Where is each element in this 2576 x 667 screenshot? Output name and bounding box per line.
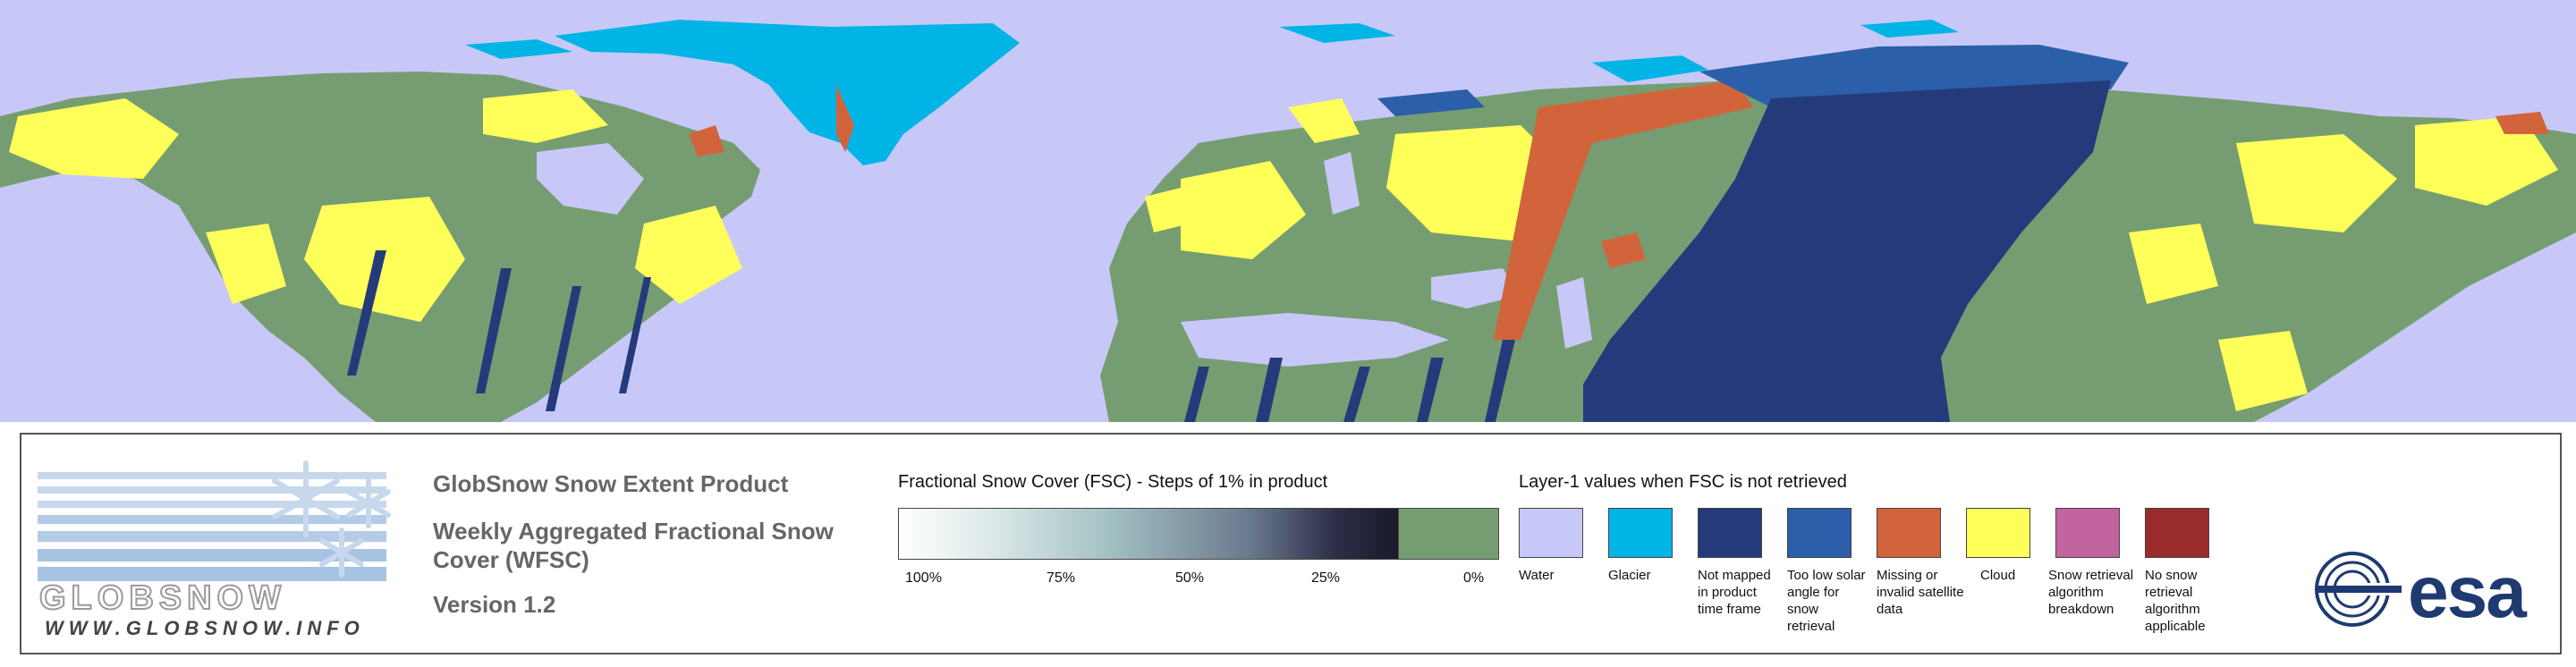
na-cloud-3 [483, 89, 608, 143]
na-stripe-4 [619, 277, 651, 393]
black-sea [1431, 268, 1521, 308]
fsc-tick-25: 25% [1311, 570, 1341, 586]
fsc-tick-75: 75% [1046, 570, 1076, 586]
product-version: Version 1.2 [433, 591, 556, 618]
esa-logo-text: esa [2408, 552, 2527, 633]
fsc-tick-100: 100% [905, 570, 942, 586]
east-asia-cloud-3 [2129, 224, 2218, 304]
na-stripe-2 [476, 268, 512, 393]
eu-cloud-3 [1288, 98, 1360, 143]
esa-logo-emblem [2315, 552, 2402, 627]
not-mapped-band [1583, 80, 2111, 422]
africa-stripe-1 [1256, 358, 1283, 422]
swatch-glacier [1608, 508, 1673, 558]
east-asia-cloud-4 [2218, 331, 2308, 411]
globsnow-logo-url: WWW.GLOBSNOW.INFO [45, 617, 365, 639]
product-subtitle: Weekly Aggregated Fractional Snow Cover … [433, 518, 834, 573]
na-cloud-1 [9, 98, 179, 179]
africa-stripe-2 [1343, 367, 1370, 422]
greenland-glacier [555, 20, 1020, 165]
globsnow-logo-stripes [38, 460, 391, 581]
swatch-missing [1877, 508, 1941, 558]
africa-stripe-4 [1485, 340, 1515, 422]
swatch-water [1519, 508, 1583, 558]
arctic-island-1 [1279, 23, 1395, 43]
swatch-label-no-snow-algorithm: No snow retrieval algorithm applicable [2145, 568, 2206, 634]
east-asia-cloud-2 [2415, 116, 2558, 206]
greenland-edge-missing [836, 85, 854, 152]
swatch-too-low-solar [1787, 508, 1852, 558]
far-east-missing [2496, 112, 2549, 134]
swatch-cloud [1966, 508, 2030, 558]
fsc-tick-0: 0% [1463, 570, 1485, 586]
arctic-island-2 [1592, 55, 1708, 82]
swatch-label-missing: Missing or invalid satellite data [1877, 568, 1964, 617]
swatch-label-cloud: Cloud [1980, 568, 2016, 583]
eu-cloud-1 [1181, 161, 1306, 259]
africa-stripe-5 [1184, 367, 1209, 422]
swatch-snow-breakdown [2055, 508, 2120, 558]
na-missing-1 [689, 125, 724, 156]
swatch-label-snow-breakdown: Snow retrieval algorithm breakdown [2048, 568, 2134, 617]
swatch-label-glacier: Glacier [1608, 568, 1651, 583]
eu-missing-band [1494, 80, 1753, 340]
japan-land [2299, 250, 2361, 340]
na-cloud-5 [206, 224, 286, 304]
fsc-gradient-bar [898, 508, 1399, 560]
fsc-tick-50: 50% [1175, 570, 1205, 586]
fsc-legend-title: Fractional Snow Cover (FSC) - Steps of 1… [898, 472, 1328, 492]
too-low-solar-arctic [1377, 89, 1485, 116]
caspian-sea [1556, 277, 1592, 349]
eu-cloud-4 [1145, 188, 1190, 232]
east-asia-cloud-1 [2236, 134, 2397, 232]
na-stripe-1 [347, 250, 386, 376]
na-stripe-3 [546, 286, 581, 411]
arctic-island-3 [1860, 20, 1959, 38]
swatch-label-not-mapped: Not mapped in product time frame [1698, 568, 1771, 617]
eu-missing-band-2 [1601, 232, 1646, 268]
arctic-island-4 [465, 39, 572, 59]
snowflake-icon [272, 460, 391, 578]
hudson-bay [537, 143, 644, 215]
snow-cover-map [0, 0, 2576, 422]
swatch-label-water: Water [1519, 568, 1555, 583]
na-cloud-2 [304, 197, 465, 322]
swatch-label-too-low-solar: Too low solar angle for snow retrieval [1787, 568, 1866, 634]
africa-stripe-3 [1417, 358, 1444, 422]
swatch-no-snow-algorithm [2145, 508, 2209, 558]
legend-panel: GLOBSNOW WWW.GLOBSNOW.INFO GlobSnow Snow… [20, 433, 2562, 654]
globsnow-logo-word: GLOBSNOW [38, 578, 286, 618]
swatch-not-mapped [1698, 508, 1762, 558]
fsc-zero-swatch [1399, 508, 1499, 560]
baltic-sea [1324, 152, 1360, 215]
mediterranean-sea [1181, 313, 1449, 367]
layer-legend-title: Layer-1 values when FSC is not retrieved [1519, 472, 1847, 492]
na-cloud-4 [635, 206, 742, 304]
product-title: GlobSnow Snow Extent Product [433, 470, 789, 497]
